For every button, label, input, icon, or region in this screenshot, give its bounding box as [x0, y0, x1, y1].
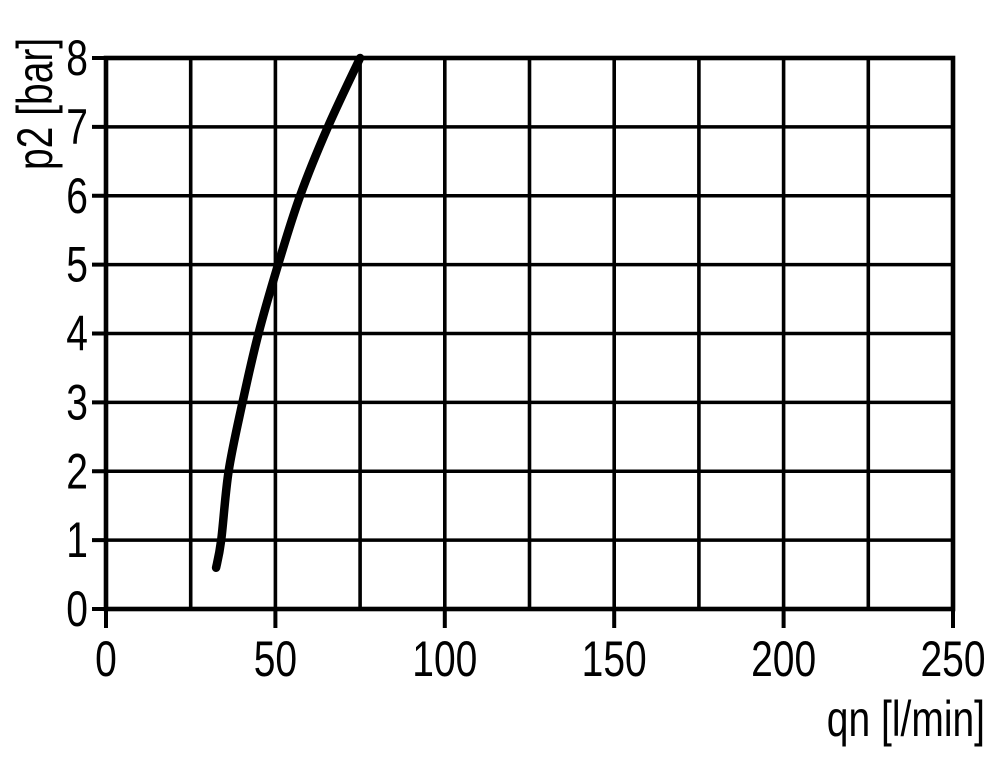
y-axis-title: p2 [bar] — [6, 38, 63, 170]
x-tick-label: 200 — [751, 630, 816, 687]
flow-pressure-curve — [211, 53, 365, 572]
plot-border — [103, 55, 956, 612]
y-tick-label: 5 — [66, 236, 88, 293]
y-tick-label: 3 — [66, 374, 88, 431]
x-tick-label: 0 — [95, 630, 117, 687]
x-tick-label: 150 — [582, 630, 647, 687]
x-tick-label: 50 — [254, 630, 297, 687]
plot-border-rect — [103, 55, 956, 612]
y-tick-label: 4 — [66, 305, 88, 362]
y-tick-label: 6 — [66, 167, 88, 224]
data-curve — [211, 53, 365, 572]
y-tick-label: 0 — [66, 580, 88, 637]
y-tick-label: 7 — [66, 98, 88, 155]
y-tick-labels: 0 1 2 3 4 5 6 7 8 — [66, 29, 88, 637]
grid-lines — [106, 58, 953, 609]
y-tick-label: 2 — [66, 443, 88, 500]
x-axis-title: qn [l/min] — [827, 690, 985, 747]
x-tick-label: 100 — [412, 630, 477, 687]
y-tick-label: 8 — [66, 29, 88, 86]
axis-ticks — [92, 56, 955, 628]
y-tick-label: 1 — [66, 511, 88, 568]
x-tick-label: 250 — [920, 630, 985, 687]
x-tick-labels: 0 50 100 150 200 250 — [95, 630, 985, 687]
